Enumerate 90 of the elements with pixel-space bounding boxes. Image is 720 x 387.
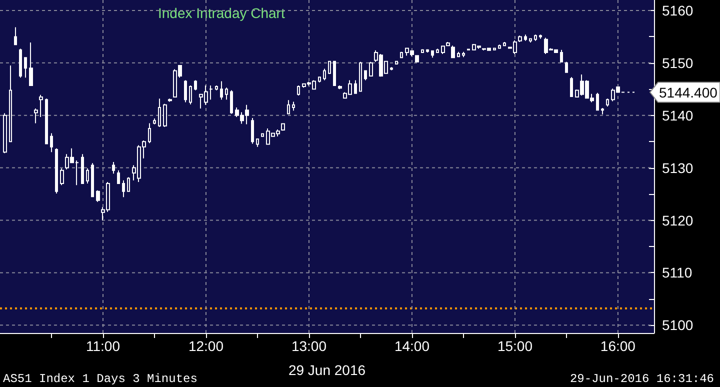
- candlestick: [209, 84, 213, 100]
- candlestick: [503, 41, 506, 46]
- candlestick: [596, 92, 599, 111]
- candlestick: [297, 84, 300, 96]
- candlestick: [163, 103, 167, 128]
- candlestick: [529, 38, 532, 43]
- candlestick: [281, 123, 285, 132]
- candlestick: [534, 34, 537, 42]
- candlestick: [539, 34, 542, 40]
- candlestick: [168, 98, 172, 102]
- candlestick: [436, 48, 439, 53]
- x-tick-label: 12:00: [188, 338, 224, 354]
- candlestick: [14, 26, 17, 46]
- text: AS51 Index 1 Days 3 Minutes: [3, 372, 198, 386]
- candlestick: [421, 48, 424, 54]
- candlestick: [158, 98, 161, 128]
- x-axis-title: 29 Jun 2016: [288, 362, 366, 378]
- candlestick: [364, 70, 367, 81]
- candlestick: [34, 108, 38, 124]
- candlestick: [153, 118, 156, 125]
- candlestick: [606, 98, 609, 107]
- y-tick-label: 5160: [662, 2, 694, 18]
- candlestick: [570, 76, 573, 98]
- candlestick: [328, 60, 331, 74]
- candlestick: [127, 176, 130, 192]
- candlestick: [338, 84, 342, 90]
- candlestick: [225, 87, 228, 100]
- candlestick: [560, 49, 563, 62]
- candlestick: [359, 61, 362, 92]
- y-tick-label: 5120: [662, 212, 694, 228]
- candlestick: [9, 65, 12, 142]
- candlestick: [184, 80, 187, 103]
- candlestick: [518, 35, 522, 42]
- candlestick: [19, 48, 22, 78]
- candlestick: [354, 80, 357, 94]
- candlestick: [45, 98, 48, 144]
- candlestick: [565, 61, 568, 74]
- text: 29-Jun-2016 16:31:46: [570, 372, 714, 386]
- candlestick: [457, 51, 460, 58]
- candlestick: [498, 44, 501, 49]
- candlestick: [55, 148, 58, 194]
- candlestick: [189, 84, 192, 105]
- text: 5144.400: [659, 84, 718, 100]
- candlestick: [215, 84, 218, 91]
- candlestick: [220, 80, 223, 100]
- candlestick: [251, 117, 254, 144]
- candlestick: [426, 48, 429, 53]
- x-tick-label: 14:00: [394, 338, 430, 354]
- candlestick: [256, 138, 259, 148]
- x-tick-label: 16:00: [600, 338, 636, 354]
- candlestick: [400, 51, 403, 58]
- candlestick: [112, 162, 115, 174]
- candlestick: [122, 180, 125, 198]
- x-tick-label: 15:00: [497, 338, 533, 354]
- candlestick: [24, 57, 27, 78]
- candlestick: [96, 190, 100, 202]
- candlestick: [91, 162, 94, 198]
- candlestick: [451, 45, 455, 58]
- y-tick-label: 5100: [662, 317, 694, 334]
- candlestick: [524, 34, 527, 42]
- candlestick: [369, 61, 373, 77]
- y-tick-label: 5130: [662, 160, 694, 176]
- candlestick: [601, 108, 604, 115]
- x-tick-label: 11:00: [86, 338, 120, 354]
- x-tick-label: 13:00: [291, 338, 327, 354]
- candlestick: [194, 80, 197, 91]
- candlestick: [60, 168, 64, 186]
- y-tick-label: 5150: [662, 54, 694, 71]
- candlestick: [39, 94, 43, 118]
- candlestick: [29, 42, 33, 86]
- candlestick: [395, 60, 398, 64]
- candlestick: [467, 48, 470, 51]
- candlestick: [333, 60, 336, 86]
- candlestick: [3, 112, 7, 154]
- candlestick: [292, 101, 295, 112]
- candlestick: [431, 50, 434, 58]
- candlestick: [318, 76, 321, 83]
- candlestick: [287, 100, 290, 114]
- candlestick: [323, 68, 326, 81]
- candlestick: [86, 168, 89, 184]
- y-tick-label: 5140: [662, 107, 694, 124]
- candlestick: [390, 66, 393, 71]
- candlestick: [148, 122, 151, 144]
- candlestick: [230, 90, 233, 114]
- candlestick: [462, 51, 465, 58]
- y-tick-label: 5110: [662, 264, 692, 281]
- candlestick: [117, 170, 120, 184]
- candlestick: [415, 55, 419, 62]
- candlestick: [81, 154, 84, 184]
- candlestick: [50, 132, 53, 153]
